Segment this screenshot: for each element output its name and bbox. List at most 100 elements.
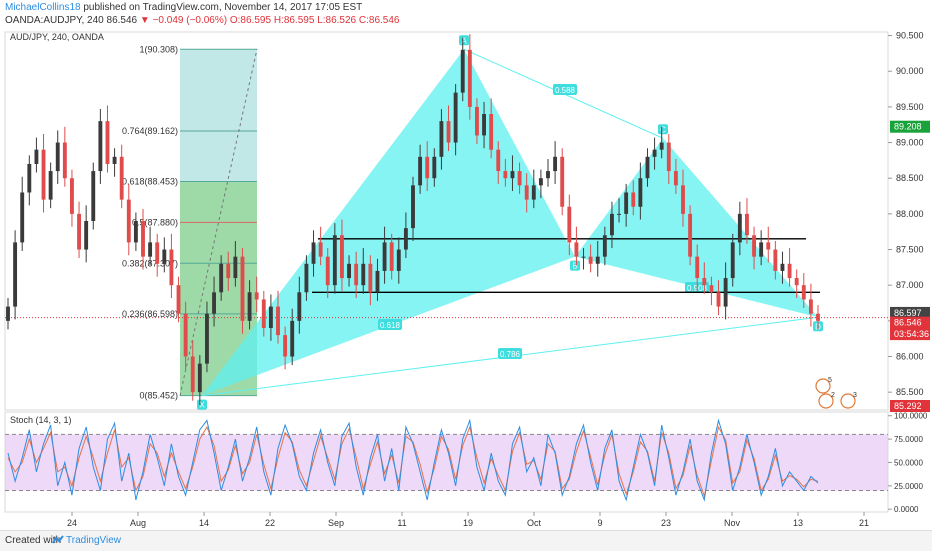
candle-body <box>340 235 344 279</box>
candle-body <box>119 156 124 200</box>
price-badge-label: 03:54:36 <box>894 329 929 339</box>
tradingview-link[interactable]: TradingView <box>66 535 122 546</box>
candle-body <box>816 313 820 321</box>
candle-body <box>212 292 216 314</box>
candle-body <box>347 263 351 279</box>
candle-body <box>34 149 39 164</box>
candle-body <box>745 213 749 236</box>
last-price: 86.546 <box>106 15 138 26</box>
stoch-axis-label: 0.0000 <box>894 505 919 514</box>
event-icon[interactable] <box>840 393 856 409</box>
candle-body <box>553 156 558 172</box>
fib-level-label: 0.5(87.880) <box>132 217 178 227</box>
candle-body <box>453 92 458 143</box>
candle-body <box>766 242 771 250</box>
stoch-k-line <box>7 418 819 502</box>
stoch-axis-label: 25.0000 <box>894 482 923 491</box>
stoch-indicator-label: Stoch (14, 3, 1) <box>10 415 72 425</box>
pattern-bcd-triangle <box>575 138 818 318</box>
event-icon[interactable] <box>815 378 831 394</box>
candle-body <box>475 106 479 136</box>
pattern-ratio-label: 0.588 <box>555 86 576 95</box>
chart-canvas[interactable]: 90.500 90.000 89.500 89.000 88.500 88.000 87.5… <box>0 30 932 530</box>
candle-body <box>588 256 593 264</box>
candle-body <box>176 285 181 314</box>
candle-body <box>425 156 430 179</box>
publish-line: MichaelCollins18 published on TradingVie… <box>5 2 362 13</box>
candle-body <box>325 256 330 286</box>
pattern-ratio-label: 0.786 <box>500 350 521 359</box>
candle-body <box>652 149 657 157</box>
time-axis-label: Oct <box>527 518 542 528</box>
candle-body <box>645 156 650 179</box>
pattern-point-label: A <box>461 36 467 45</box>
time-axis-label: 22 <box>265 518 275 528</box>
candle-body <box>524 185 529 200</box>
candle-body <box>666 142 671 172</box>
price-axis-label: 89.500 <box>896 102 924 112</box>
price-badge-label: 86.546 <box>894 318 922 328</box>
candle-body <box>304 263 309 293</box>
pattern-ratio-badge <box>378 319 402 330</box>
candle-body <box>780 263 785 271</box>
candle-body <box>162 249 167 264</box>
pattern-ratio-badge <box>498 348 522 359</box>
down-arrow-icon: ▼ <box>139 15 150 26</box>
footer: Created with TradingView <box>0 530 932 551</box>
candle-body <box>297 292 302 321</box>
candle-body <box>27 163 32 193</box>
candle-body <box>389 242 394 271</box>
time-axis-label: 23 <box>661 518 671 528</box>
stoch-band <box>5 434 888 491</box>
close-value: C:86.546 <box>358 15 400 26</box>
price-badge <box>890 400 930 413</box>
candle-body <box>233 256 238 279</box>
candle-body <box>538 178 543 186</box>
price-badge <box>890 120 930 133</box>
symbol-line: OANDA:AUDJPY, 240 86.546 ▼ −0.049 (−0.06… <box>5 15 400 26</box>
candle-body <box>382 242 387 271</box>
candle-body <box>489 114 494 150</box>
candle-body <box>205 313 209 364</box>
pattern-point-label: X <box>199 401 205 410</box>
price-axis-label: 90.500 <box>896 31 924 41</box>
candle-body <box>730 242 735 279</box>
event-icon[interactable] <box>818 393 834 409</box>
candle-body <box>716 292 721 307</box>
candle-body <box>503 171 508 179</box>
candle-body <box>77 213 81 250</box>
candle-body <box>133 221 138 243</box>
stoch-axis-label: 50.0000 <box>894 458 923 467</box>
time-axis-label: 19 <box>463 518 473 528</box>
candle-body <box>560 156 565 207</box>
created-with-label: Created with <box>5 535 62 546</box>
candle-body <box>169 249 174 286</box>
candle-body <box>808 299 813 314</box>
candle-body <box>709 285 714 293</box>
open-value: O:86.595 <box>229 15 272 26</box>
candle-body <box>702 278 707 286</box>
fib-level-label: 0.618(88.453) <box>122 177 178 187</box>
candle-body <box>126 199 131 243</box>
candle-body <box>574 242 579 257</box>
tradingview-logo-icon <box>52 535 64 544</box>
high-value: H:86.595 <box>273 15 315 26</box>
pattern-ratio-badge <box>553 84 577 95</box>
candle-body <box>581 256 586 258</box>
pattern-point-label: C <box>660 125 666 134</box>
stoch-axis-label: 75.0000 <box>894 435 923 444</box>
candle-body <box>197 363 202 393</box>
candle-body <box>98 121 103 172</box>
pattern-point-label: B <box>572 262 577 271</box>
pattern-point-badge <box>459 35 469 46</box>
candle-body <box>432 156 437 179</box>
price-axis-label: 88.000 <box>896 209 924 219</box>
candle-body <box>290 320 295 357</box>
candle-body <box>411 185 415 229</box>
time-axis-label: Sep <box>328 518 344 528</box>
author-link[interactable]: MichaelCollins18 <box>5 2 81 13</box>
candle-body <box>247 292 252 321</box>
candle-body <box>595 256 600 264</box>
candle-body <box>752 235 756 257</box>
candle-body <box>190 356 195 393</box>
